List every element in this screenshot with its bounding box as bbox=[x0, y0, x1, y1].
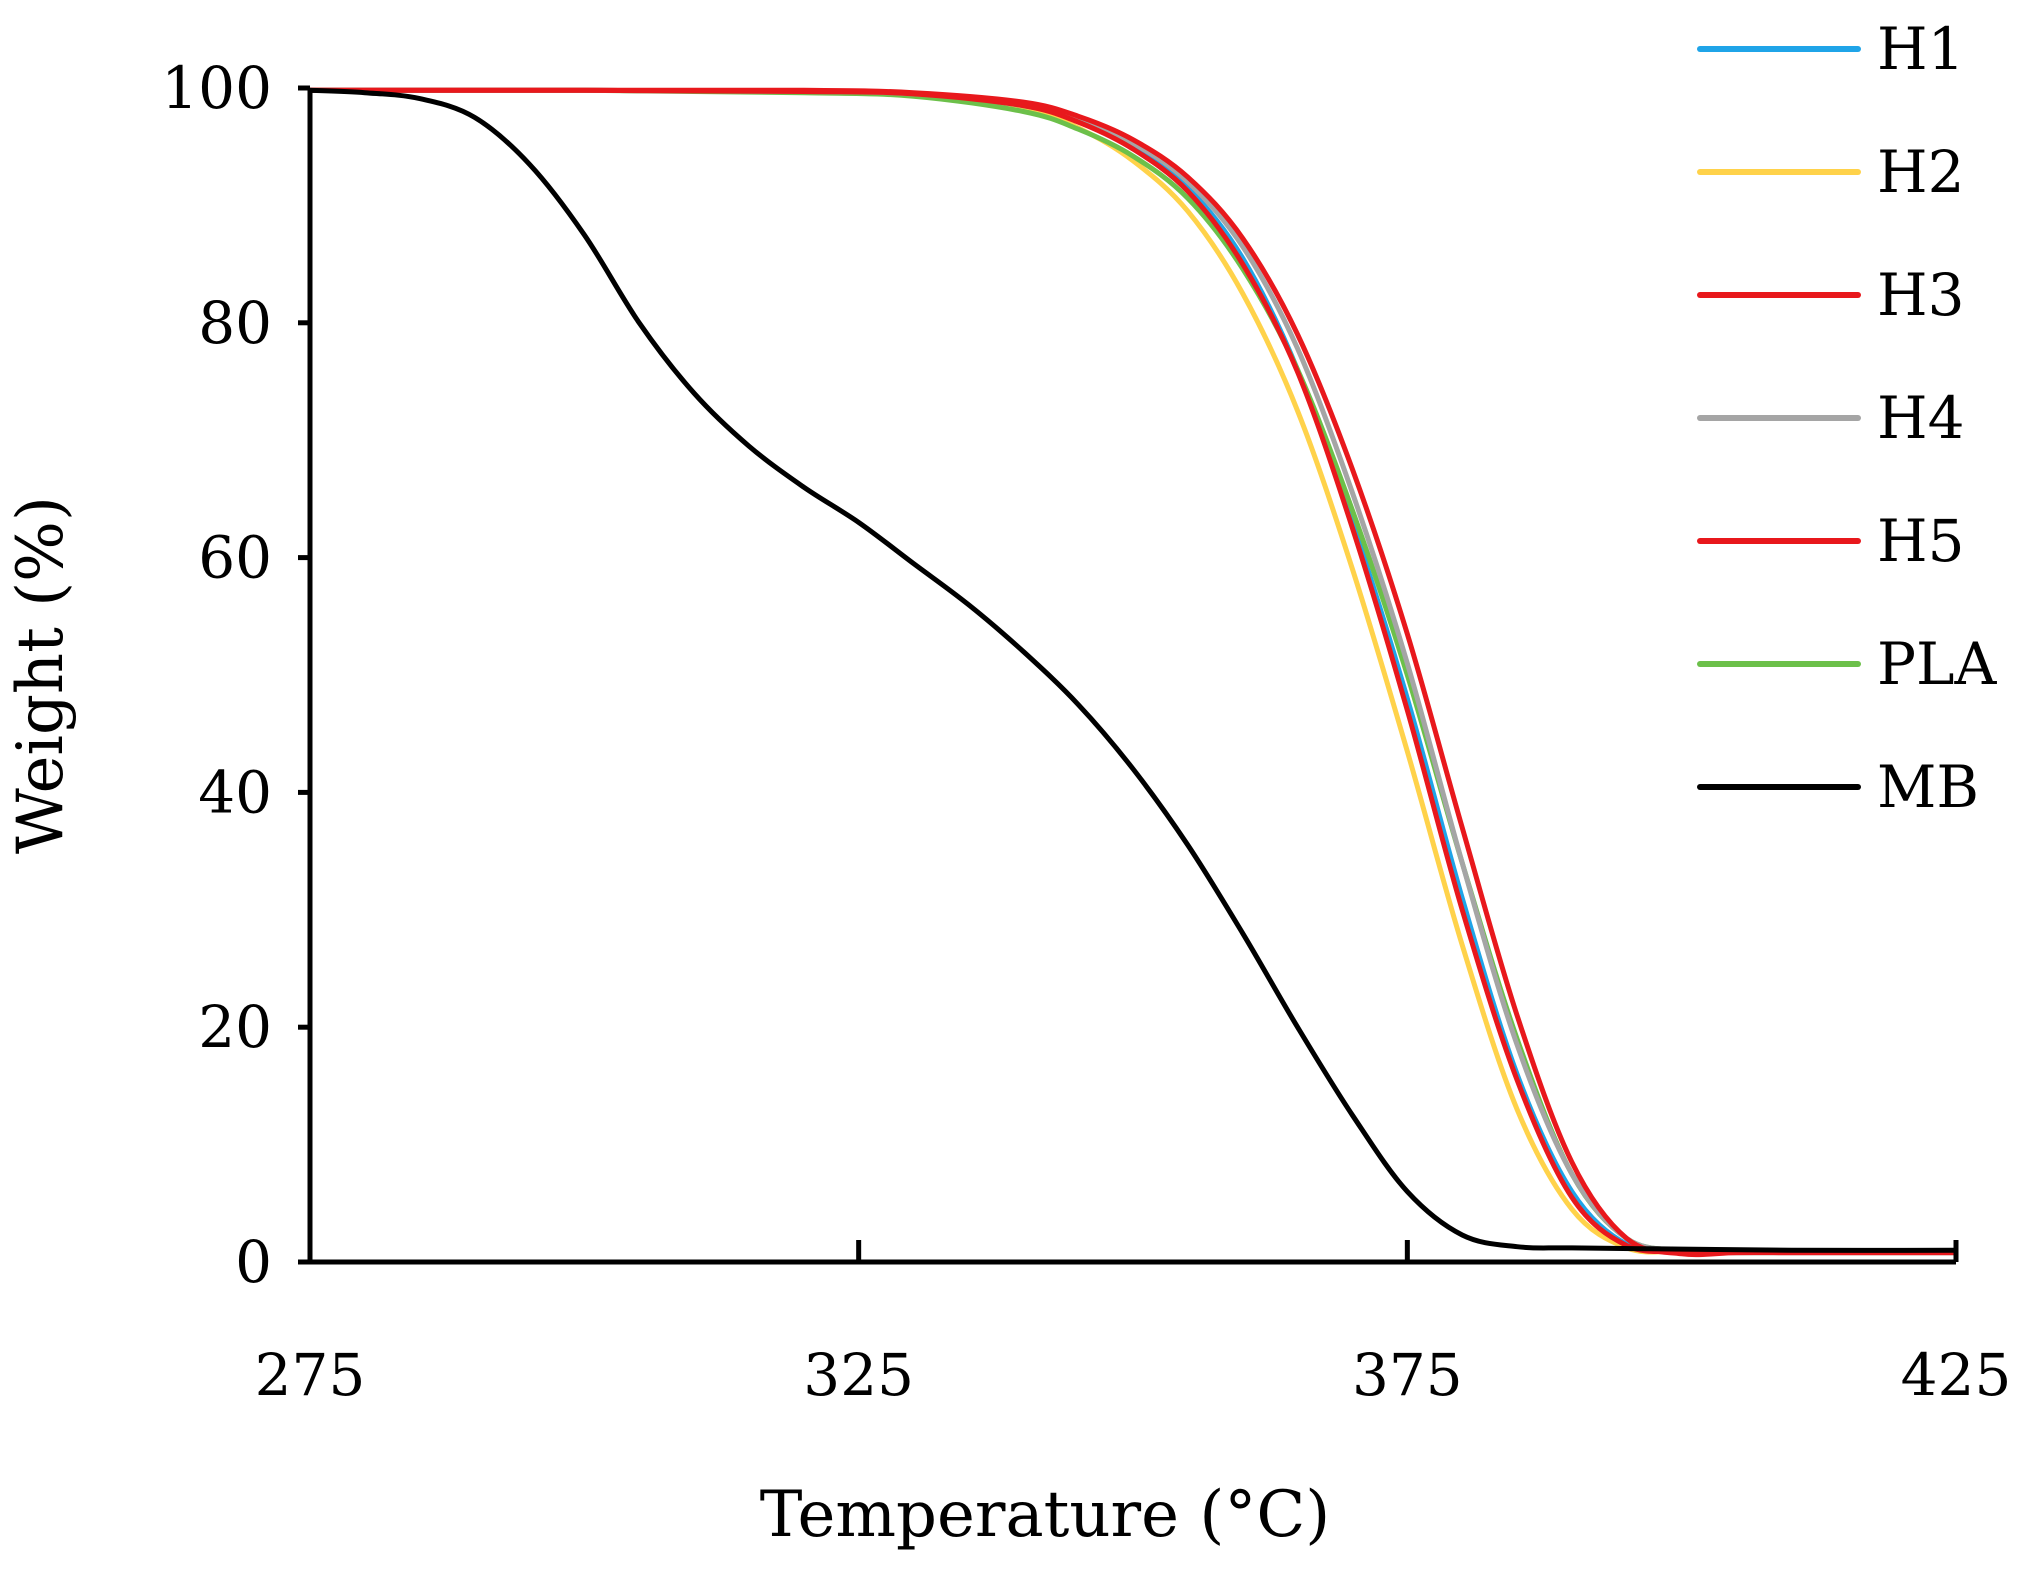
legend-item-h4: H4 bbox=[1697, 384, 1964, 452]
y-tick-label-0: 0 bbox=[235, 1228, 272, 1296]
y-tick-label-80: 80 bbox=[198, 289, 272, 357]
legend-item-h3: H3 bbox=[1697, 261, 1964, 329]
x-tick-label-325: 325 bbox=[803, 1341, 914, 1409]
series-layer bbox=[307, 87, 1959, 1258]
series-line-pla bbox=[307, 87, 1959, 1255]
x-tick-label-425: 425 bbox=[1901, 1341, 2012, 1409]
series-line-h5 bbox=[307, 87, 1959, 1258]
y-tick-label-100: 100 bbox=[161, 54, 272, 122]
x-ticks: 275 325 375 425 bbox=[255, 1240, 2012, 1409]
series-line-h3 bbox=[307, 87, 1959, 1256]
legend-label-pla: PLA bbox=[1877, 630, 1998, 698]
y-tick-label-60: 60 bbox=[198, 524, 272, 592]
legend-label-h5: H5 bbox=[1877, 507, 1964, 575]
legend-item-h5: H5 bbox=[1697, 507, 1964, 575]
y-tick-label-20: 20 bbox=[198, 993, 272, 1061]
series-line-h4 bbox=[307, 87, 1959, 1255]
legend-item-h1: H1 bbox=[1697, 15, 1964, 83]
legend-item-pla: PLA bbox=[1697, 630, 1998, 698]
x-tick-label-375: 375 bbox=[1352, 1341, 1463, 1409]
series-line-h1 bbox=[307, 87, 1959, 1256]
y-ticks: 0 20 40 60 80 100 bbox=[161, 54, 310, 1296]
series-line-h2 bbox=[307, 87, 1959, 1256]
legend: H1 H2 H3 H4 H5 PLA MB bbox=[1697, 15, 1998, 821]
legend-label-h4: H4 bbox=[1877, 384, 1964, 452]
legend-label-h3: H3 bbox=[1877, 261, 1964, 329]
series-line-mb bbox=[307, 87, 1959, 1253]
legend-item-mb: MB bbox=[1697, 753, 1979, 821]
legend-label-mb: MB bbox=[1877, 753, 1979, 821]
legend-item-h2: H2 bbox=[1697, 138, 1964, 206]
x-axis-title: Temperature (°C) bbox=[760, 1478, 1331, 1552]
y-tick-label-40: 40 bbox=[198, 758, 272, 826]
x-tick-label-275: 275 bbox=[255, 1341, 366, 1409]
legend-label-h2: H2 bbox=[1877, 138, 1964, 206]
y-axis-title: Weight (%) bbox=[4, 496, 78, 854]
legend-label-h1: H1 bbox=[1877, 15, 1964, 83]
